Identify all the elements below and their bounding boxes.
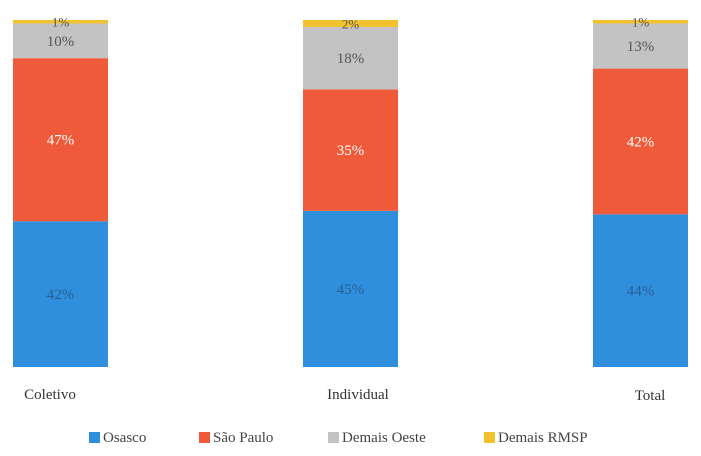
data-label: 18%: [337, 51, 365, 67]
bar-segment-total-demais-rmsp: [593, 20, 688, 24]
legend-item-demais-rmsp: Demais RMSP: [484, 430, 588, 446]
bar-segment-total-osasco: [593, 214, 688, 367]
bar-segment-total-s-o-paulo: [593, 68, 688, 215]
legend-swatch: [484, 432, 495, 443]
legend-swatch: [199, 432, 210, 443]
legend-item-demais-oeste: Demais Oeste: [328, 430, 426, 446]
bar-segment-coletivo-demais-oeste: [13, 23, 108, 59]
data-label: 10%: [47, 34, 75, 50]
legend-item-s-o-paulo: São Paulo: [199, 430, 273, 446]
data-label: 1%: [632, 15, 650, 30]
legend-label: Demais RMSP: [498, 430, 588, 446]
data-label: 45%: [337, 282, 365, 298]
category-labels: Coletivo Individual Total: [24, 387, 665, 404]
data-label: 42%: [627, 134, 655, 150]
legend-swatch: [328, 432, 339, 443]
data-label: 42%: [47, 287, 75, 303]
data-label: 44%: [627, 284, 655, 300]
bar-segment-individual-demais-oeste: [303, 26, 398, 90]
data-label: 1%: [52, 15, 70, 30]
legend-label: Demais Oeste: [342, 430, 426, 446]
legend-swatch: [89, 432, 100, 443]
data-label: 2%: [342, 16, 360, 31]
bar-segment-coletivo-s-o-paulo: [13, 58, 108, 222]
legend-label: São Paulo: [213, 430, 273, 446]
data-label: 13%: [627, 39, 655, 55]
legend-label: Osasco: [103, 430, 146, 446]
bar-segment-individual-osasco: [303, 210, 398, 367]
data-label: 35%: [337, 143, 365, 159]
bar-segment-total-demais-oeste: [593, 23, 688, 69]
legend: Osasco São Paulo Demais Oeste Demais RMSP: [89, 430, 588, 446]
category-label-individual: Individual: [327, 387, 389, 403]
category-label-coletivo: Coletivo: [24, 387, 76, 403]
bar-segment-individual-s-o-paulo: [303, 89, 398, 211]
bar-segment-individual-demais-rmsp: [303, 20, 398, 27]
bar-segment-coletivo-osasco: [13, 221, 108, 367]
bar-segment-coletivo-demais-rmsp: [13, 20, 108, 24]
category-label-total: Total: [635, 388, 666, 404]
legend-item-osasco: Osasco: [89, 430, 146, 446]
bars-group: 42% 47% 10% 1% 45% 35% 18% 2% 44% 42% 13% 1%: [13, 15, 688, 367]
data-label: 47%: [47, 133, 75, 149]
